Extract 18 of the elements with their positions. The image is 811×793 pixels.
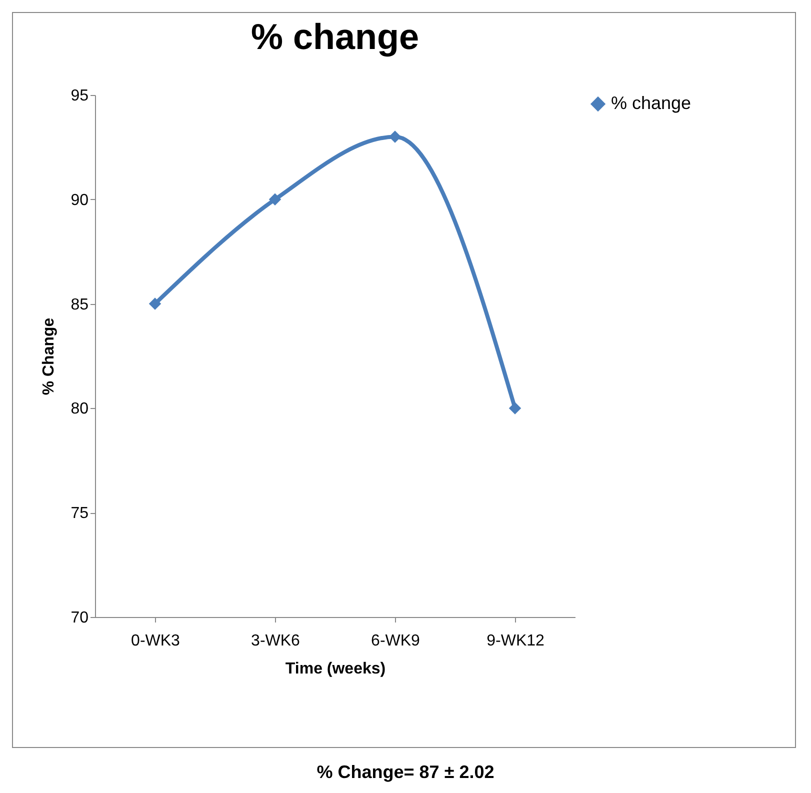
x-tick-label: 9-WK12 — [486, 632, 544, 650]
y-tick-label: 95 — [70, 88, 89, 104]
chart-title: % change — [250, 16, 420, 57]
text: % Change= 87 ± 2.02 — [316, 762, 496, 783]
point — [268, 193, 282, 206]
point — [148, 298, 162, 310]
y-tick-label: 75 — [70, 505, 89, 522]
x-axis-title: Time (weeks) — [285, 660, 386, 678]
y-tick-label: 70 — [70, 610, 89, 626]
y-axis-title: % Change — [40, 318, 58, 396]
y-tick-label: 80 — [70, 400, 89, 418]
legend-label: % change — [611, 93, 692, 113]
y-tick-label: 85 — [70, 296, 89, 314]
x-tick-label: 0-WK3 — [131, 632, 180, 650]
y-tick-label: 90 — [70, 192, 89, 209]
x-tick-label: 3-WK6 — [251, 632, 300, 650]
point — [508, 402, 522, 414]
x-tick-label: 6-WK9 — [371, 632, 420, 650]
